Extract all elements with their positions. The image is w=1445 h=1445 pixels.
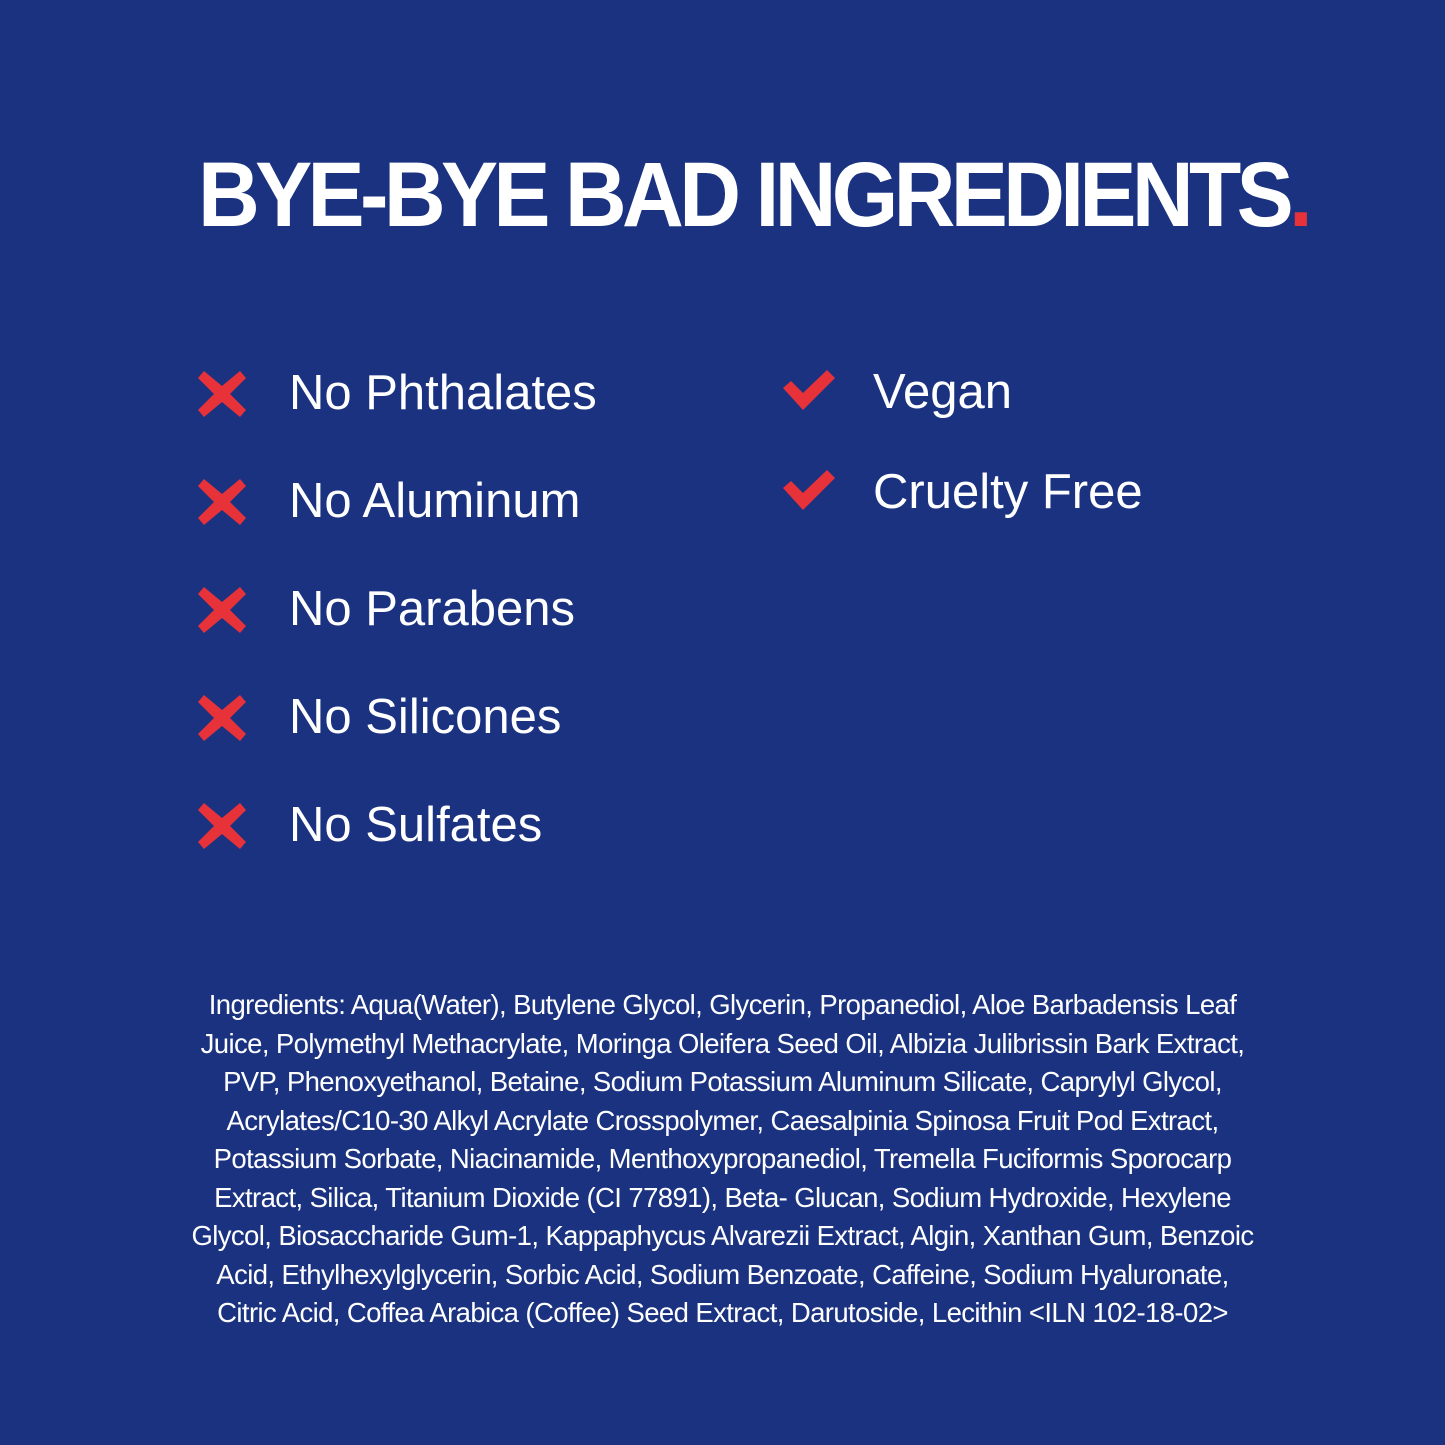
list-item: No Silicones (198, 687, 562, 747)
list-item-label: No Sulfates (289, 798, 543, 852)
list-item-label: No Silicones (289, 690, 562, 744)
ingredients-line: Extract, Silica, Titanium Dioxide (CI 77… (214, 1181, 1231, 1213)
ingredients-line: Citric Acid, Coffea Arabica (Coffee) See… (217, 1297, 1228, 1328)
ingredients-line: Potassium Sorbate, Niacinamide, Menthoxy… (213, 1143, 1232, 1174)
list-item: Vegan (783, 362, 1012, 422)
check-icon (783, 470, 835, 515)
ingredients-line: Acrylates/C10-30 Alkyl Acrylate Crosspol… (226, 1104, 1220, 1136)
ingredients-line: Juice, Polymethyl Methacrylate, Moringa … (200, 1027, 1245, 1059)
ingredients-list: Ingredients: Aqua(Water), Butylene Glyco… (0, 986, 1445, 1333)
x-icon (198, 803, 246, 854)
list-item: No Sulfates (198, 795, 543, 855)
list-item: No Parabens (198, 579, 576, 639)
x-icon (198, 479, 246, 530)
ingredients-line: Ingredients: Aqua(Water), Butylene Glyco… (208, 989, 1237, 1020)
list-item-label: No Aluminum (289, 474, 581, 528)
ingredients-line: Glycol, Biosaccharide Gum-1, Kappaphycus… (191, 1220, 1254, 1251)
ingredients-line: Acid, Ethylhexylglycerin, Sorbic Acid, S… (216, 1258, 1229, 1290)
list-item: No Aluminum (198, 471, 581, 531)
list-item-label: No Parabens (289, 582, 576, 636)
page-title: BYE-BYE BAD INGREDIENTS. (198, 140, 1313, 250)
x-icon (198, 587, 246, 638)
title-text: BYE-BYE BAD INGREDIENTS (198, 144, 1294, 246)
list-item-label: Vegan (873, 365, 1012, 419)
x-icon (198, 371, 246, 422)
list-item-label: Cruelty Free (873, 465, 1143, 519)
list-item: No Phthalates (198, 363, 597, 423)
list-item: Cruelty Free (783, 462, 1143, 522)
ingredients-line: PVP, Phenoxyethanol, Betaine, Sodium Pot… (223, 1066, 1222, 1097)
list-item-label: No Phthalates (289, 366, 597, 420)
check-icon (783, 370, 835, 415)
title-dot: . (1289, 144, 1313, 246)
x-icon (198, 695, 246, 746)
